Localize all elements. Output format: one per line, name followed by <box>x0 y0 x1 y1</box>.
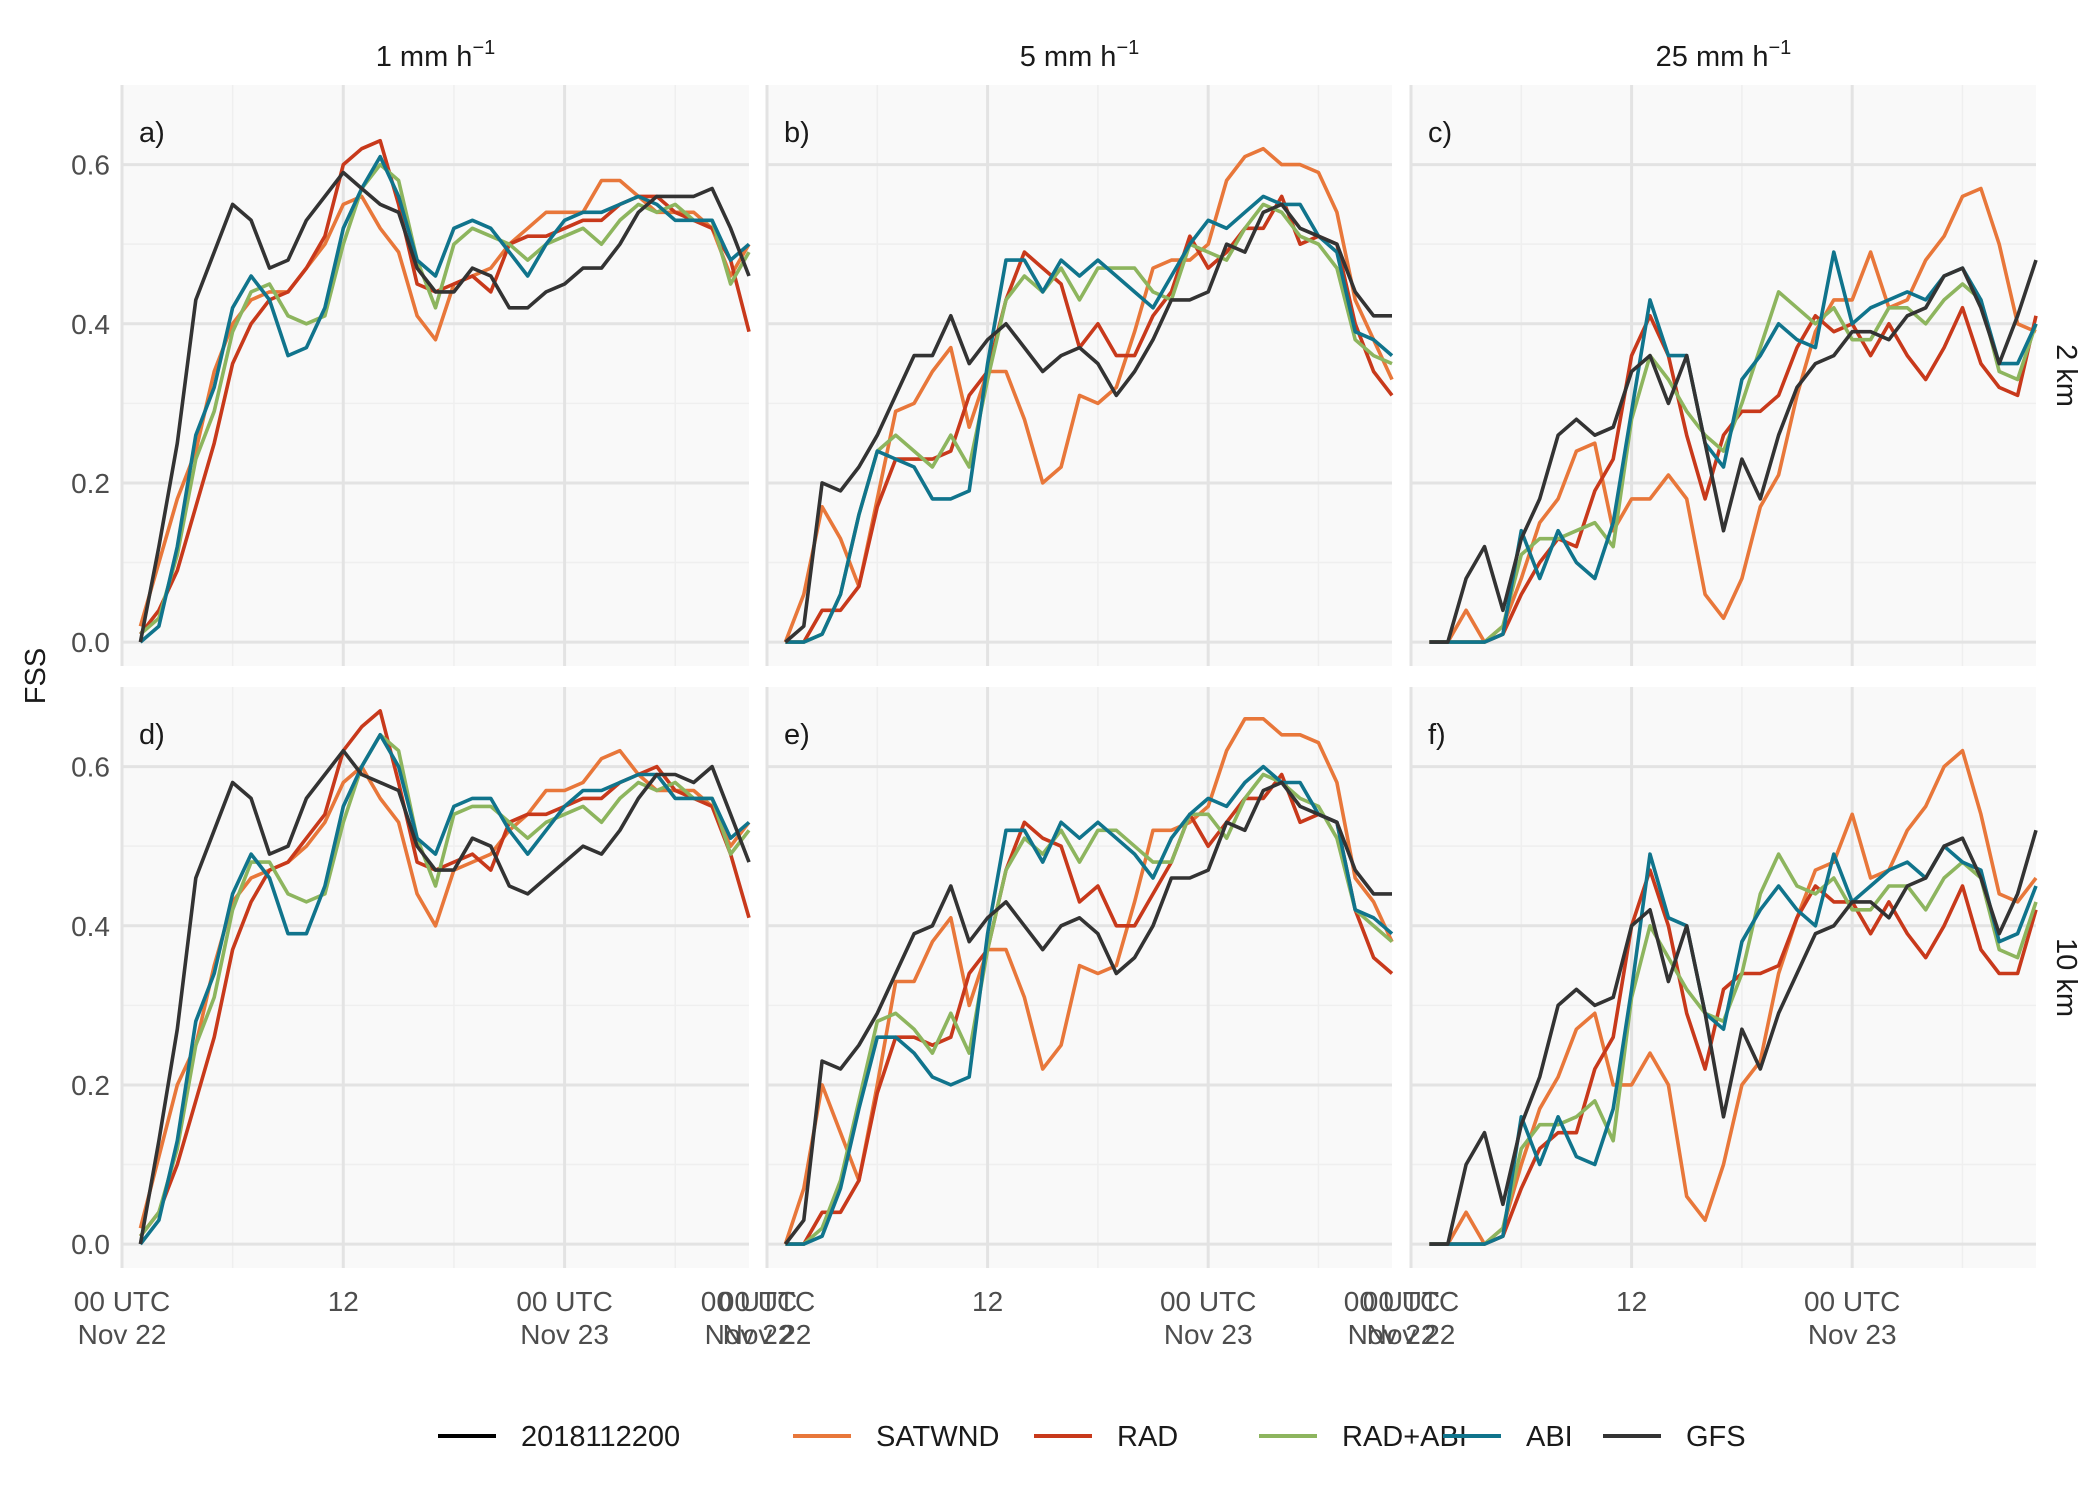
unit-exponent: −1 <box>1116 37 1139 59</box>
series-line-rad-abi <box>139 162 751 636</box>
y-tick-label: 0.6 <box>71 752 110 783</box>
series-line-gfs <box>1429 829 2038 1246</box>
panel-tag: e) <box>784 719 810 751</box>
legend-label: RAD <box>1117 1421 1178 1453</box>
row-strip-label: 2 km <box>2050 344 2082 407</box>
series-line-rad <box>138 138 751 636</box>
unit-exponent: −1 <box>472 37 495 59</box>
x-tick-label: 00 UTC <box>719 1286 815 1317</box>
series-line-abi <box>139 154 751 644</box>
legend: 2018112200 SATWND RAD RAD+ABI ABI GFS <box>438 1421 1746 1453</box>
x-tick-label: Nov 23 <box>520 1319 609 1350</box>
y-axis-title: FSS <box>20 648 52 704</box>
x-tick-label: 00 UTC <box>1160 1286 1256 1317</box>
legend-label-init: 2018112200 <box>521 1421 680 1453</box>
panel-background <box>1411 85 2036 666</box>
series-line-gfs <box>138 748 751 1245</box>
x-tick-label: 00 UTC <box>74 1286 170 1317</box>
series-line-rad <box>785 194 1394 644</box>
panels-layer: a) b) c) d) e) f) <box>120 85 2038 1268</box>
series-line-gfs <box>138 170 751 643</box>
x-tick-label: Nov 22 <box>705 1319 794 1350</box>
x-tick-label: Nov 23 <box>1164 1319 1253 1350</box>
x-tick-label: Nov 22 <box>1367 1319 1456 1350</box>
series-line-gfs <box>783 780 1392 1246</box>
panel-a: a) <box>120 85 751 666</box>
panel-tag: d) <box>139 719 165 751</box>
panel-tag: f) <box>1428 719 1446 751</box>
panel-d: d) <box>120 687 751 1268</box>
x-tick-label: Nov 22 <box>723 1319 812 1350</box>
y-tick-label: 0.0 <box>71 1229 110 1260</box>
x-tick-label: Nov 23 <box>1808 1319 1897 1350</box>
x-tick-label: Nov 22 <box>1348 1319 1437 1350</box>
series-line-abi <box>785 764 1394 1246</box>
legend-label: GFS <box>1686 1421 1746 1453</box>
series-line-rad <box>138 709 751 1238</box>
panel-tag: b) <box>784 117 810 149</box>
panel-e: e) <box>765 687 1394 1268</box>
column-strip-label: 5 mm h−1 <box>1020 37 1140 73</box>
x-tick-label: 00 UTC <box>701 1286 797 1317</box>
x-tick-label: 12 <box>1616 1286 1647 1317</box>
column-strip-label: 1 mm h−1 <box>376 37 496 73</box>
x-tick-label: 12 <box>328 1286 359 1317</box>
series-line-gfs <box>1429 259 2038 644</box>
x-tick-label: 00 UTC <box>1344 1286 1440 1317</box>
x-tick-label: 00 UTC <box>516 1286 612 1317</box>
row-strip-label: 10 km <box>2050 938 2082 1017</box>
y-tick-label: 0.4 <box>71 911 110 942</box>
strip-labels: 1 mm h−1 5 mm h−1 25 mm h−1 2 km 10 km <box>376 37 2082 1017</box>
legend-label: SATWND <box>876 1421 1000 1453</box>
series-line-satwnd <box>783 716 1394 1245</box>
series-line-rad-abi <box>785 772 1394 1246</box>
x-tick-label: 00 UTC <box>1804 1286 1900 1317</box>
series-line-rad <box>785 772 1394 1246</box>
y-tick-label: 0.2 <box>71 1070 110 1101</box>
y-tick-label: 0.2 <box>71 468 110 499</box>
panel-tag: a) <box>139 117 165 149</box>
panel-c: c) <box>1409 85 2038 666</box>
panel-b: b) <box>765 85 1394 666</box>
series-line-rad-abi <box>785 202 1393 644</box>
panel-background <box>767 687 1392 1268</box>
y-tick-label: 0.4 <box>71 309 110 340</box>
series-line-abi <box>138 732 751 1246</box>
panel-background <box>122 85 749 666</box>
panel-background <box>767 85 1392 666</box>
panel-tag: c) <box>1428 117 1452 149</box>
series-line-gfs <box>784 202 1392 644</box>
series-line-abi <box>1429 250 2038 644</box>
unit-exponent: −1 <box>1769 37 1792 59</box>
x-tick-label: 12 <box>972 1286 1003 1317</box>
panel-f: f) <box>1409 687 2038 1268</box>
column-strip-label: 25 mm h−1 <box>1656 37 1792 73</box>
legend-label: ABI <box>1526 1421 1573 1453</box>
y-tick-label: 0.6 <box>71 150 110 181</box>
series-line-abi <box>785 194 1394 644</box>
x-tick-label: Nov 22 <box>78 1319 167 1350</box>
x-tick-label: 00 UTC <box>1363 1286 1459 1317</box>
y-tick-label: 0.0 <box>71 627 110 658</box>
